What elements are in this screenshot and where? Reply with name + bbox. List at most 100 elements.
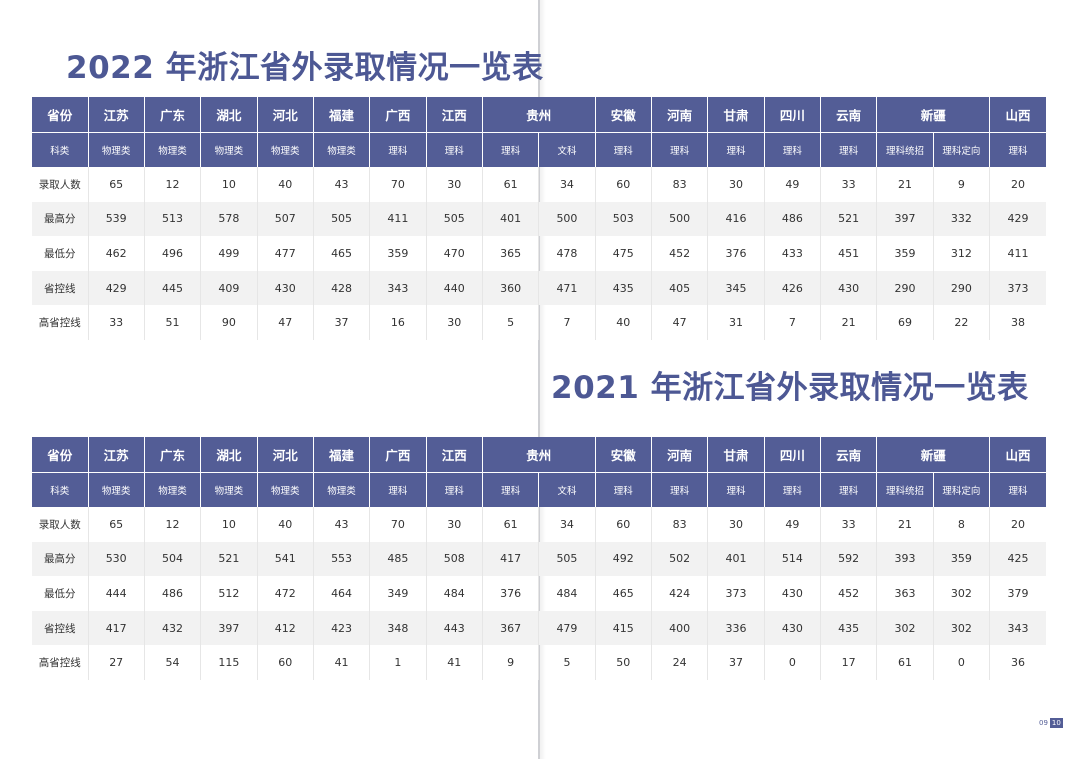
subject-cell: 理科 — [481, 132, 539, 167]
table-cell: 465 — [312, 236, 370, 271]
header-row: 省份 江苏 广东 湖北 河北 福建 广西 江西 贵州 安徽 河南 甘肃 四川 云南 新疆 山西 — [32, 97, 1046, 133]
table-cell: 43 — [312, 507, 370, 542]
row-label: 最低分 — [44, 587, 76, 600]
province-header: 广东 — [143, 97, 201, 133]
row-label: 最高分 — [32, 201, 89, 237]
table-cell: 0 — [763, 645, 821, 680]
table-cell: 60 — [594, 167, 652, 202]
province-header: 河北 — [256, 97, 314, 133]
table-cell: 397 — [876, 201, 934, 237]
subject-label: 科类 — [32, 472, 89, 507]
table-cell: 40 — [594, 305, 652, 340]
province-header: 新疆 — [876, 437, 990, 473]
table-cell: 373 — [989, 270, 1046, 306]
table-cell: 376 — [707, 236, 765, 271]
table-cell: 31 — [707, 305, 765, 340]
table-cell: 70 — [369, 507, 427, 542]
table-cell: 360 — [481, 270, 539, 306]
subject-cell: 理科定向 — [932, 472, 990, 507]
table-cell: 379 — [989, 576, 1046, 611]
table-cell: 405 — [650, 270, 708, 306]
table-cell: 397 — [200, 610, 258, 646]
table-cell: 484 — [425, 576, 483, 611]
page-gutter — [538, 0, 540, 759]
table-cell: 472 — [256, 576, 314, 611]
page-number-left: 09 — [1039, 719, 1048, 727]
province-header: 广东 — [143, 437, 201, 473]
subject-cell: 理科 — [763, 472, 821, 507]
table-cell: 411 — [369, 201, 427, 237]
province-header: 江西 — [425, 97, 483, 133]
row-label: 录取人数 — [38, 178, 81, 191]
table-cell: 475 — [594, 236, 652, 271]
table-title-2021: 2021 年浙江省外录取情况一览表 — [551, 370, 1029, 406]
subject-row: 科类 物理类 物理类 物理类 物理类 物理类 理科 理科 理科 文科 理科 理科 理科 理科 理科 理科统招理… — [32, 132, 1046, 167]
province-header: 山西 — [989, 437, 1046, 473]
table-cell: 401 — [481, 201, 539, 237]
table-cell: 445 — [143, 270, 201, 306]
table-row: 省控线 417 432 397 412 423 348 443 367 479 415 400 336 4… — [32, 610, 1046, 646]
table-cell: 60 — [594, 507, 652, 542]
province-header: 江西 — [425, 437, 483, 473]
table-cell: 393 — [876, 541, 934, 577]
table-cell: 54 — [143, 645, 201, 680]
subject-cell: 理科统招 — [876, 472, 934, 507]
table-cell: 8 — [932, 507, 990, 542]
table-cell: 429 — [989, 201, 1046, 237]
table-cell: 485 — [369, 541, 427, 577]
table-cell: 433 — [763, 236, 821, 271]
table-cell: 20 — [989, 167, 1046, 202]
table-cell: 349 — [369, 576, 427, 611]
table-cell: 21 — [876, 167, 934, 202]
table-cell: 505 — [538, 541, 596, 577]
table-cell: 503 — [594, 201, 652, 237]
row-label: 最高分 — [32, 541, 89, 577]
table-row: 录取人数 65 12 10 40 43 70 30 61 34 60 83 30 49 33 21 8 20 — [32, 507, 1046, 542]
table-cell: 512 — [200, 576, 258, 611]
page-gutter-shadow — [540, 0, 546, 759]
subject-cell: 理科统招 — [876, 132, 934, 167]
table-cell: 521 — [819, 201, 877, 237]
table-cell: 484 — [538, 576, 596, 611]
table-cell: 539 — [87, 201, 145, 237]
table-row: 最高分 539 513 578 507 505 411 505 401 500 503 500 416 4… — [32, 201, 1046, 237]
table-cell: 444 — [87, 576, 145, 611]
table-cell: 426 — [763, 270, 821, 306]
province-header: 湖北 — [200, 437, 258, 473]
table-cell: 34 — [538, 507, 596, 542]
subject-cell: 物理类 — [87, 472, 145, 507]
page-number: 09 10 — [1039, 718, 1063, 728]
subject-label: 科类 — [32, 132, 89, 167]
subject-cell: 理科 — [594, 132, 652, 167]
table-cell: 417 — [87, 610, 145, 646]
row-label: 最低分 — [44, 247, 76, 260]
table-cell: 508 — [425, 541, 483, 577]
table-cell: 30 — [425, 507, 483, 542]
table-cell: 37 — [312, 305, 370, 340]
table-cell: 359 — [876, 236, 934, 271]
table-cell: 343 — [989, 610, 1046, 646]
table-cell: 302 — [932, 610, 990, 646]
table-cell: 479 — [538, 610, 596, 646]
table-cell: 365 — [481, 236, 539, 271]
table-cell: 486 — [143, 576, 201, 611]
table-cell: 435 — [819, 610, 877, 646]
table-cell: 1 — [369, 645, 427, 680]
table-cell: 464 — [312, 576, 370, 611]
table-cell: 336 — [707, 610, 765, 646]
header-row: 省份 江苏 广东 湖北 河北 福建 广西 江西 贵州 安徽 河南 甘肃 四川 云南 新疆 山西 — [32, 437, 1046, 473]
table-cell: 412 — [256, 610, 314, 646]
table-cell: 12 — [143, 507, 201, 542]
table-cell: 40 — [256, 507, 314, 542]
province-header: 贵州 — [481, 437, 596, 473]
subject-cell: 理科 — [819, 472, 877, 507]
subject-cell: 理科 — [425, 132, 483, 167]
table-cell: 502 — [650, 541, 708, 577]
province-header: 贵州 — [481, 97, 596, 133]
table-cell: 471 — [538, 270, 596, 306]
table-cell: 514 — [763, 541, 821, 577]
table-cell: 34 — [538, 167, 596, 202]
table-cell: 16 — [369, 305, 427, 340]
table-cell: 17 — [819, 645, 877, 680]
table-cell: 83 — [650, 507, 708, 542]
